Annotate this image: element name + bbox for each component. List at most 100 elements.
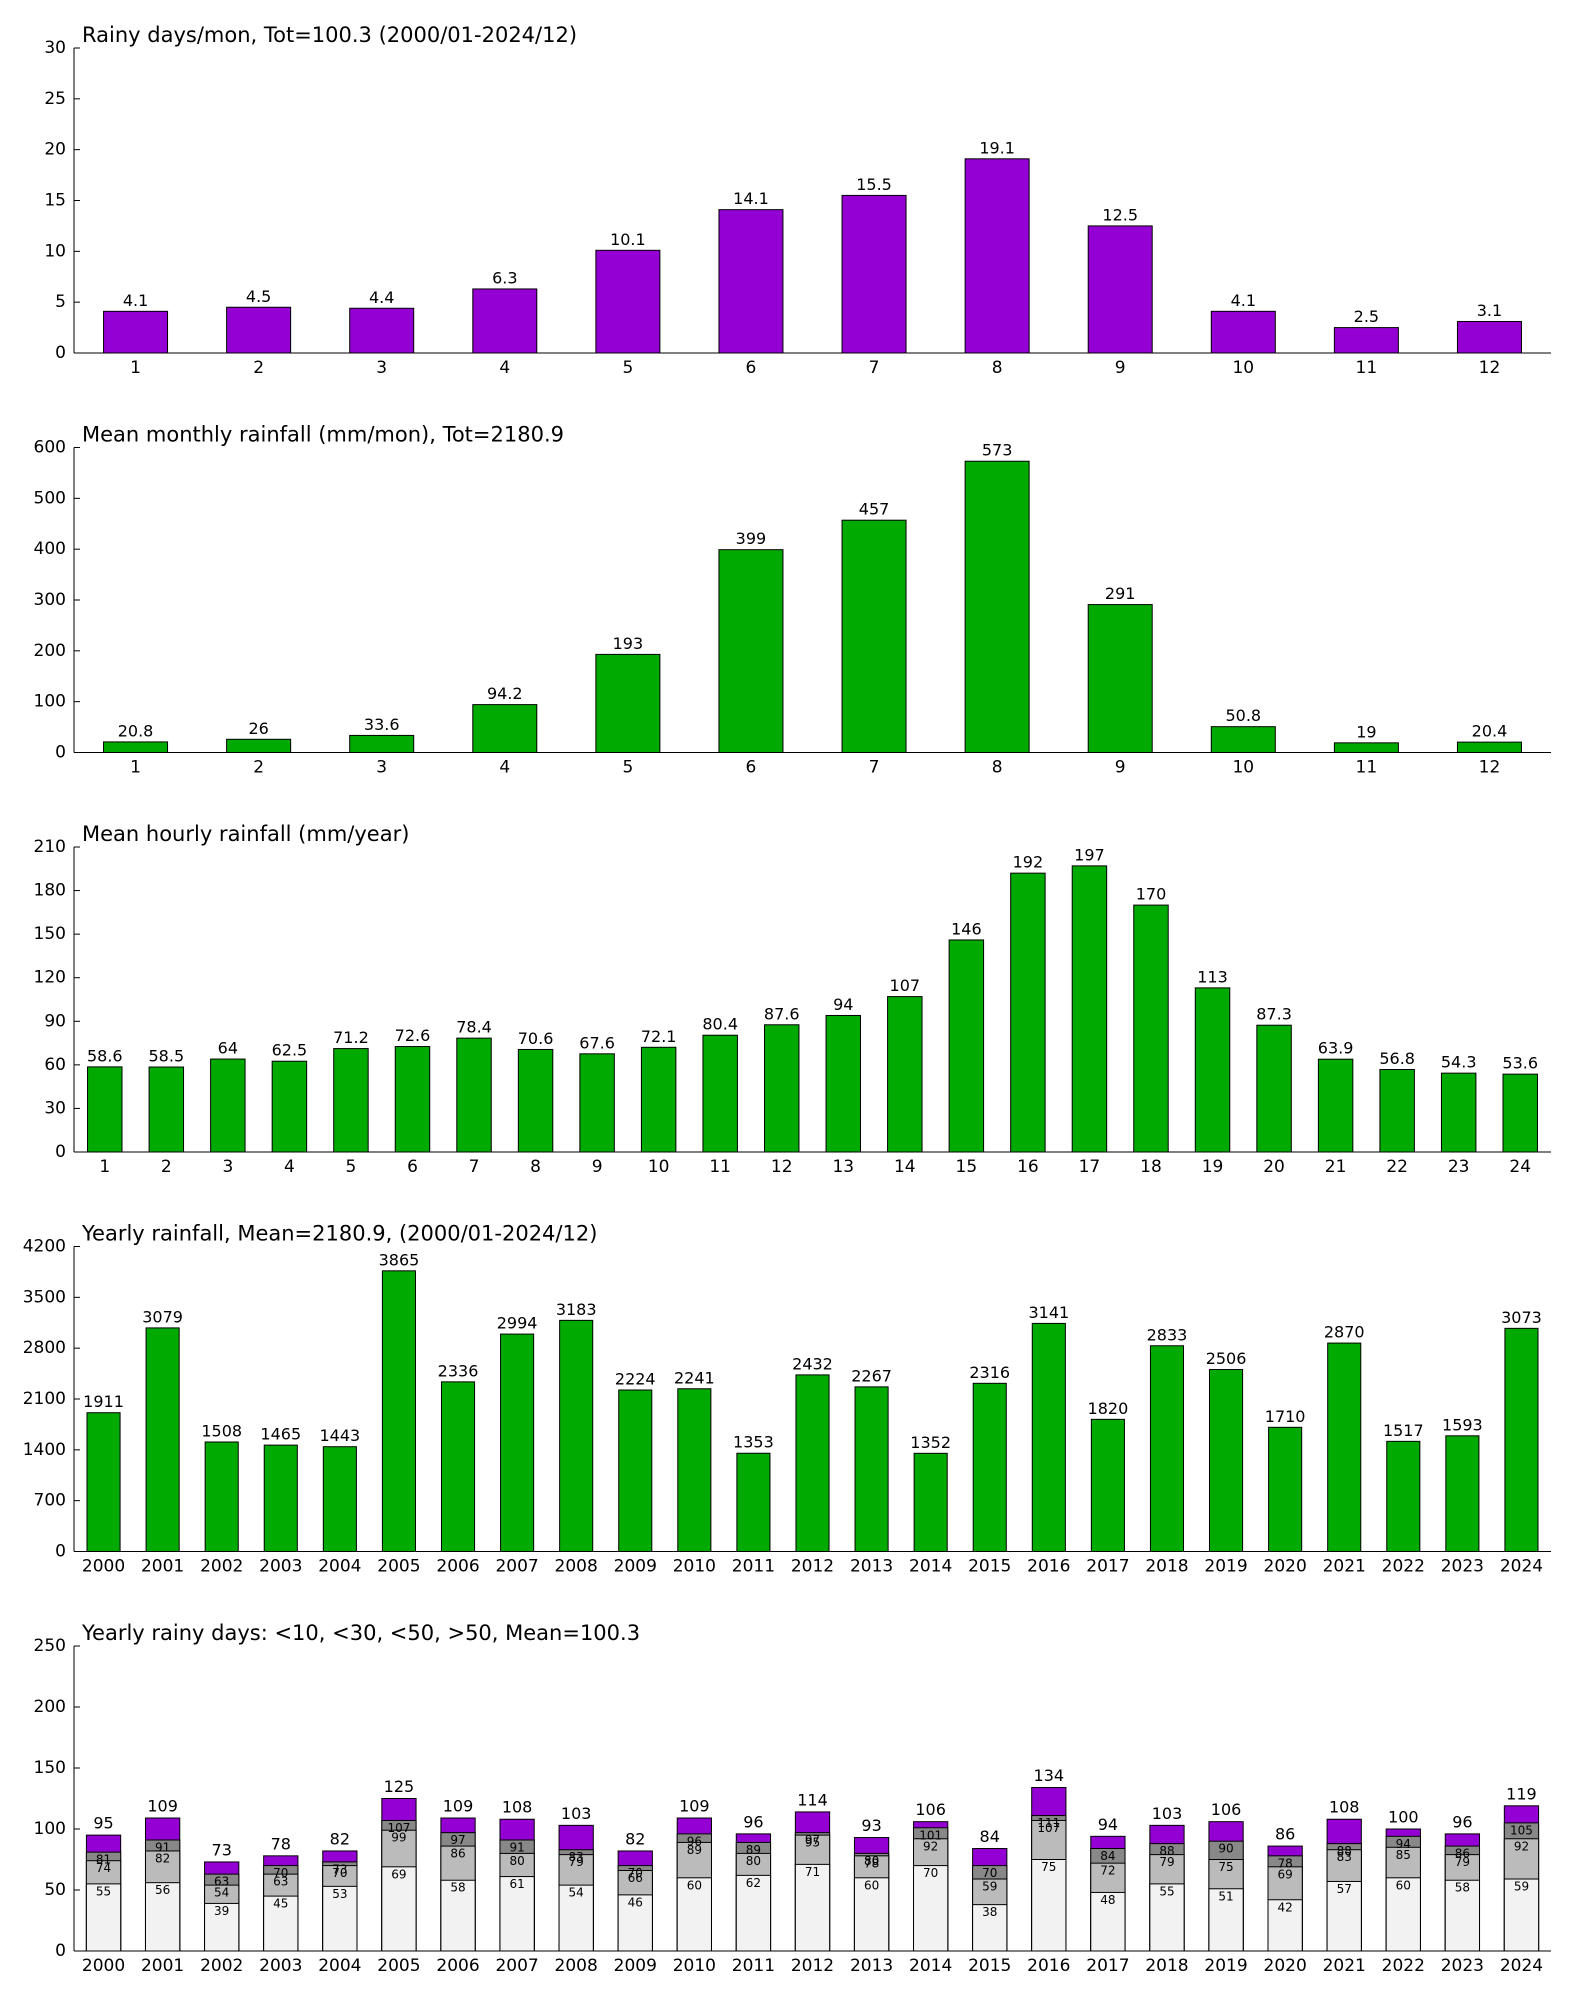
bar xyxy=(86,1412,121,1552)
bar xyxy=(226,306,292,354)
value-label: 79 xyxy=(1159,1855,1174,1869)
value-label: 573 xyxy=(982,441,1013,460)
value-label: 80.4 xyxy=(702,1015,738,1034)
x-tick-label: 2005 xyxy=(377,1956,420,1976)
value-label: 106 xyxy=(1211,1800,1242,1819)
value-label: 108 xyxy=(502,1798,533,1817)
bar xyxy=(1090,1891,1126,1952)
value-label: 2994 xyxy=(497,1314,538,1333)
x-tick-label: 2008 xyxy=(555,1956,598,1976)
x-tick-label: 21 xyxy=(1325,1157,1347,1177)
x-tick-label: 2023 xyxy=(1441,1956,1484,1976)
bar xyxy=(559,1319,594,1552)
value-label: 2316 xyxy=(969,1363,1010,1382)
y-tick-label: 50 xyxy=(44,1880,66,1900)
bar xyxy=(1087,604,1153,754)
value-label: 1517 xyxy=(1383,1421,1424,1440)
bar xyxy=(1031,1859,1067,1952)
x-tick-label: 10 xyxy=(648,1157,670,1177)
x-tick-label: 1 xyxy=(99,1157,110,1177)
bar xyxy=(440,1879,476,1952)
y-tick-label: 4200 xyxy=(23,1237,66,1257)
bar xyxy=(841,519,907,753)
value-label: 197 xyxy=(1074,845,1105,864)
value-label: 457 xyxy=(859,500,890,519)
value-label: 55 xyxy=(96,1884,111,1898)
value-label: 78 xyxy=(864,1856,879,1870)
x-tick-label: 2 xyxy=(161,1157,172,1177)
bar xyxy=(595,249,661,354)
x-tick-label: 12 xyxy=(1479,358,1501,378)
value-label: 94.2 xyxy=(487,684,523,703)
value-label: 92 xyxy=(1514,1839,1529,1853)
y-tick-label: 700 xyxy=(34,1491,66,1511)
bar xyxy=(972,1382,1007,1553)
value-label: 93 xyxy=(861,1816,881,1835)
x-tick-label: 24 xyxy=(1509,1157,1531,1177)
value-label: 59 xyxy=(982,1880,997,1894)
value-label: 1508 xyxy=(201,1421,242,1440)
value-label: 54.3 xyxy=(1441,1053,1477,1072)
x-tick-label: 5 xyxy=(622,358,633,378)
value-label: 193 xyxy=(613,634,644,653)
value-label: 46 xyxy=(628,1895,643,1909)
value-label: 95 xyxy=(805,1836,820,1850)
y-tick-label: 600 xyxy=(34,438,66,458)
bar xyxy=(640,1046,677,1153)
value-label: 146 xyxy=(951,919,982,938)
bar xyxy=(500,1333,535,1553)
x-tick-label: 11 xyxy=(1356,758,1378,778)
value-label: 84 xyxy=(980,1827,1000,1846)
x-tick-label: 2016 xyxy=(1027,1557,1070,1577)
x-tick-label: 9 xyxy=(1115,358,1126,378)
bar xyxy=(718,209,784,354)
value-label: 86 xyxy=(1455,1847,1470,1861)
value-label: 94 xyxy=(1098,1815,1118,1834)
y-tick-label: 100 xyxy=(34,1819,66,1839)
value-label: 56.8 xyxy=(1379,1049,1415,1068)
value-label: 3865 xyxy=(379,1250,420,1269)
value-label: 74 xyxy=(96,1861,111,1875)
x-tick-label: 2005 xyxy=(377,1557,420,1577)
bar xyxy=(841,194,907,354)
bar xyxy=(825,1014,862,1153)
x-tick-label: 2001 xyxy=(141,1956,184,1976)
value-label: 69 xyxy=(1277,1867,1292,1881)
value-label: 2432 xyxy=(792,1354,833,1373)
value-label: 113 xyxy=(1197,967,1228,986)
x-tick-label: 2013 xyxy=(850,1956,893,1976)
value-label: 192 xyxy=(1013,853,1044,872)
x-tick-label: 9 xyxy=(592,1157,603,1177)
y-tick-label: 250 xyxy=(34,1636,66,1656)
bar xyxy=(144,1882,181,1952)
value-label: 57 xyxy=(1337,1882,1352,1896)
bar xyxy=(964,460,1030,753)
x-tick-label: 4 xyxy=(499,358,510,378)
value-label: 75 xyxy=(1218,1860,1233,1874)
value-label: 72 xyxy=(1100,1864,1115,1878)
value-label: 64 xyxy=(218,1039,238,1058)
x-tick-label: 3 xyxy=(376,358,387,378)
bar xyxy=(763,1024,800,1153)
bar xyxy=(204,1441,239,1552)
value-label: 1911 xyxy=(83,1392,124,1411)
x-tick-label: 2024 xyxy=(1500,1956,1543,1976)
value-label: 61 xyxy=(509,1877,524,1891)
bar xyxy=(322,1446,357,1552)
value-label: 105 xyxy=(1510,1823,1533,1837)
value-label: 71 xyxy=(805,1865,820,1879)
x-tick-label: 2010 xyxy=(673,1557,716,1577)
x-tick-label: 2023 xyxy=(1441,1557,1484,1577)
x-tick-label: 2004 xyxy=(318,1956,361,1976)
value-label: 2506 xyxy=(1206,1349,1247,1368)
bar xyxy=(440,1381,476,1553)
value-label: 63.9 xyxy=(1318,1039,1354,1058)
value-label: 19 xyxy=(1356,722,1376,741)
chart-title: Rainy days/mon, Tot=100.3 (2000/01-2024/… xyxy=(82,23,577,47)
x-tick-label: 8 xyxy=(530,1157,541,1177)
bar xyxy=(887,996,923,1153)
value-label: 2.5 xyxy=(1354,307,1379,326)
x-tick-label: 2024 xyxy=(1500,1557,1543,1577)
x-tick-label: 11 xyxy=(709,1157,731,1177)
